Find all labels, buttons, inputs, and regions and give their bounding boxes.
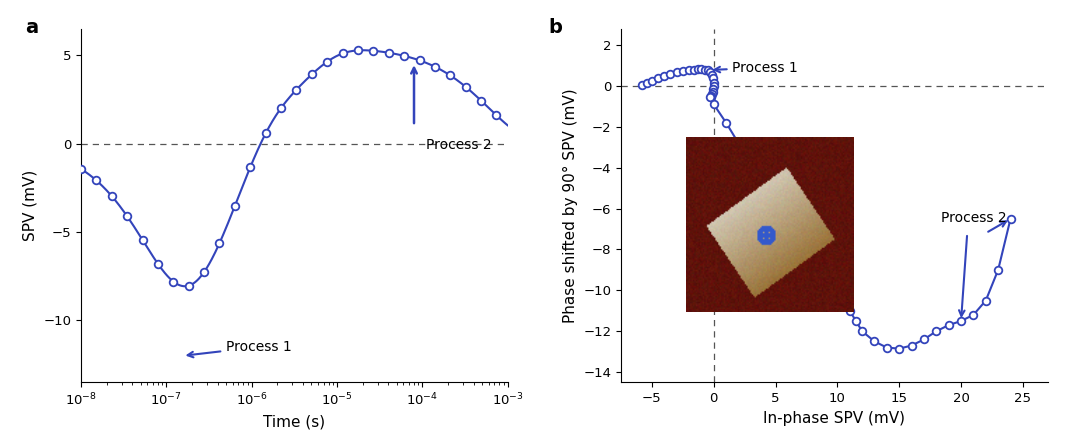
Text: Process 2: Process 2: [941, 211, 1007, 225]
X-axis label: In-phase SPV (mV): In-phase SPV (mV): [764, 411, 905, 426]
Text: a: a: [26, 18, 39, 37]
Y-axis label: Phase shifted by 90° SPV (mV): Phase shifted by 90° SPV (mV): [563, 88, 578, 323]
Text: b: b: [549, 18, 563, 37]
Text: Process 2: Process 2: [426, 138, 491, 152]
Text: Process 1: Process 1: [188, 340, 292, 357]
Y-axis label: SPV (mV): SPV (mV): [23, 170, 38, 241]
X-axis label: Time (s): Time (s): [264, 414, 325, 429]
Text: Process 1: Process 1: [715, 61, 798, 75]
